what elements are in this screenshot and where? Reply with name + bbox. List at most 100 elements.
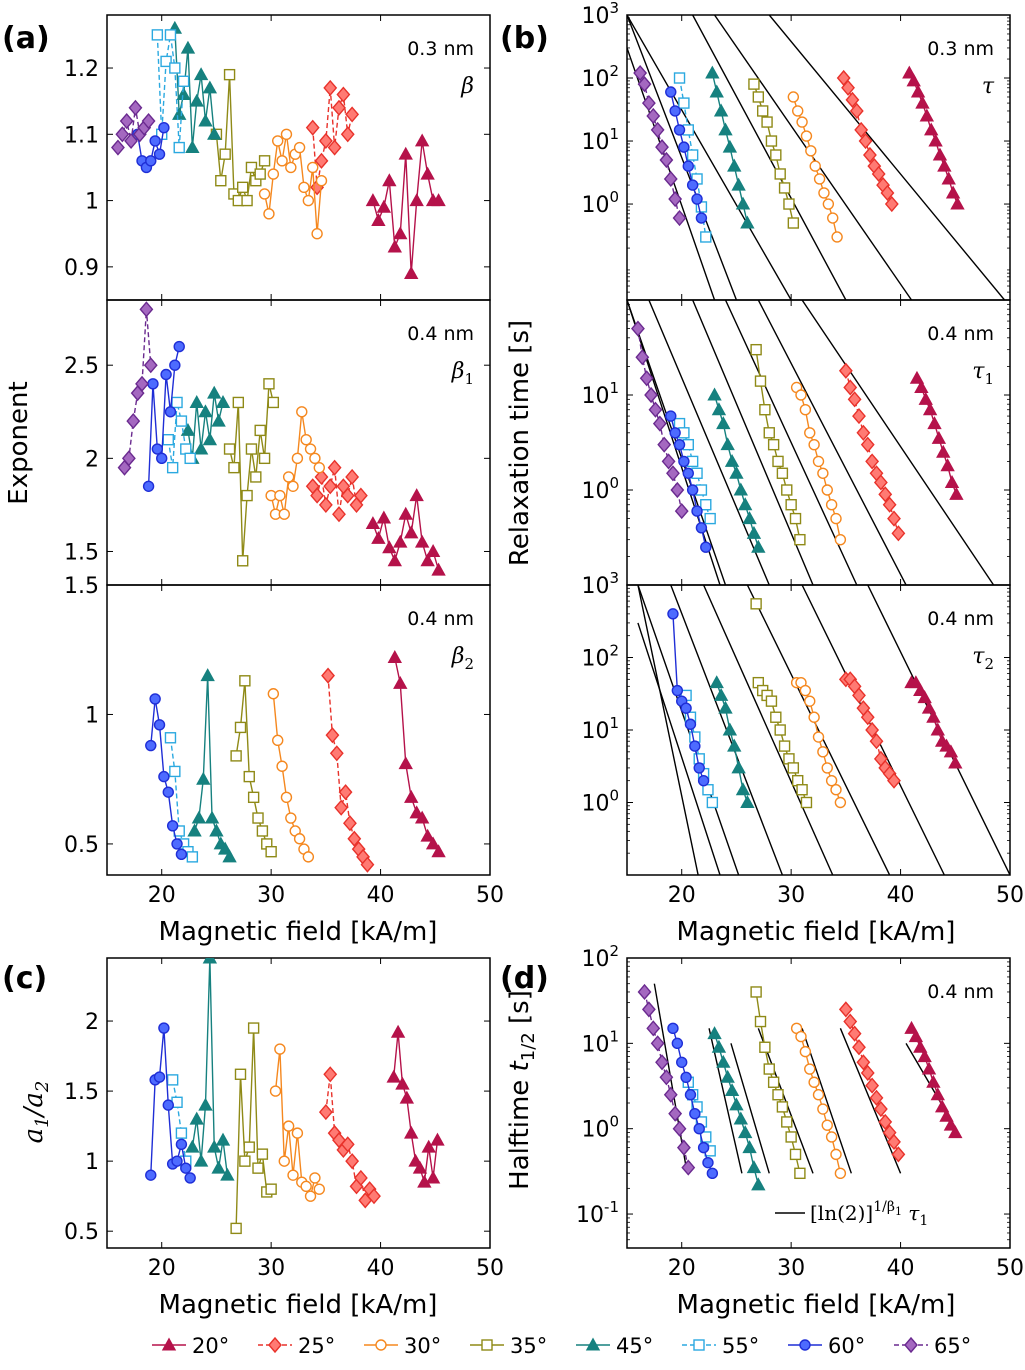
data-point xyxy=(323,478,338,495)
data-point xyxy=(164,29,177,41)
data-point xyxy=(175,1138,188,1151)
data-point xyxy=(817,1103,829,1115)
data-point xyxy=(247,791,260,804)
data-point xyxy=(737,497,753,511)
data-point xyxy=(365,516,381,530)
data-point xyxy=(412,1160,428,1174)
data-point xyxy=(209,823,224,837)
x-tick-label: 20 xyxy=(148,1256,176,1281)
data-point xyxy=(323,79,338,96)
data-point xyxy=(230,1222,242,1235)
fit-line xyxy=(757,300,907,585)
data-point xyxy=(785,499,797,511)
data-point xyxy=(794,1167,806,1180)
data-point xyxy=(750,598,762,610)
x-tick-label: 30 xyxy=(257,883,285,908)
data-point xyxy=(200,668,215,682)
data-point xyxy=(932,147,948,161)
data-point xyxy=(272,135,284,147)
data-point xyxy=(171,1155,183,1167)
data-point xyxy=(750,343,762,356)
data-point xyxy=(821,762,833,774)
data-point xyxy=(750,986,762,998)
y-tick-label: 0.5 xyxy=(64,833,99,858)
data-point xyxy=(678,141,690,153)
panel-b2: 100 101 0.4 nm τ1 xyxy=(581,299,1011,586)
data-point xyxy=(727,158,742,172)
data-point xyxy=(291,1127,304,1139)
data-point xyxy=(121,450,136,467)
series-line xyxy=(672,1028,714,1174)
data-point xyxy=(254,168,266,180)
data-point xyxy=(943,744,959,758)
series-line xyxy=(191,958,229,1176)
data-point xyxy=(680,702,692,714)
fit-line xyxy=(627,300,721,585)
legend-item: 60° xyxy=(788,1334,865,1358)
data-point xyxy=(716,416,731,430)
data-point xyxy=(631,320,645,337)
data-point xyxy=(772,1089,784,1101)
data-point xyxy=(187,823,202,837)
data-point xyxy=(659,151,674,169)
data-point xyxy=(207,126,222,140)
data-point xyxy=(267,396,280,409)
data-point xyxy=(287,1169,299,1181)
data-point xyxy=(770,149,782,161)
data-point xyxy=(162,1099,174,1111)
data-point xyxy=(360,856,375,873)
data-point xyxy=(382,540,397,554)
data-point xyxy=(740,795,755,808)
data-point xyxy=(834,796,847,809)
data-point xyxy=(834,1167,847,1180)
data-point xyxy=(223,443,236,455)
data-point xyxy=(387,553,402,567)
panel-annotation: 0.3 nm xyxy=(927,38,994,60)
data-point xyxy=(934,1099,950,1113)
series-line xyxy=(916,377,958,495)
data-point xyxy=(376,199,392,213)
data-point xyxy=(795,389,807,401)
data-point xyxy=(158,1022,170,1034)
ylabel-exponent: Exponent xyxy=(4,381,34,504)
data-point xyxy=(800,796,813,809)
data-point xyxy=(668,190,683,208)
data-point xyxy=(720,437,735,451)
data-point xyxy=(704,512,716,525)
data-point xyxy=(800,130,813,142)
data-point xyxy=(778,740,791,752)
data-point xyxy=(340,1136,355,1153)
data-point xyxy=(742,1140,757,1154)
data-point xyxy=(930,1087,945,1101)
data-point xyxy=(735,196,751,210)
data-point xyxy=(871,165,886,183)
data-point xyxy=(860,709,875,726)
data-point xyxy=(702,784,714,796)
data-point xyxy=(918,391,933,405)
data-point xyxy=(420,553,435,567)
panel-annotation: 0.4 nm xyxy=(407,608,474,630)
data-point xyxy=(393,675,408,689)
data-point xyxy=(177,75,190,87)
data-point xyxy=(808,438,820,451)
panel-annotation: 0.3 nm xyxy=(407,38,474,60)
data-point xyxy=(304,443,317,455)
data-point xyxy=(671,684,684,697)
data-point xyxy=(404,525,419,539)
data-point xyxy=(119,112,134,130)
series-line xyxy=(312,87,353,188)
fit-line xyxy=(627,15,738,300)
data-point xyxy=(145,155,157,167)
data-point xyxy=(282,1120,295,1132)
legend-marker xyxy=(268,1336,282,1354)
data-point xyxy=(332,99,346,116)
data-point xyxy=(697,1141,710,1154)
data-point xyxy=(313,461,325,474)
data-point xyxy=(265,845,277,858)
panel-label-b: (b) xyxy=(500,21,549,56)
data-point xyxy=(263,378,275,390)
xlabel-c: Magnetic field [kA/m] xyxy=(159,1290,438,1320)
data-point xyxy=(404,1125,419,1139)
y-tick-label: 101 xyxy=(581,125,619,155)
legend-marker xyxy=(799,1339,811,1351)
